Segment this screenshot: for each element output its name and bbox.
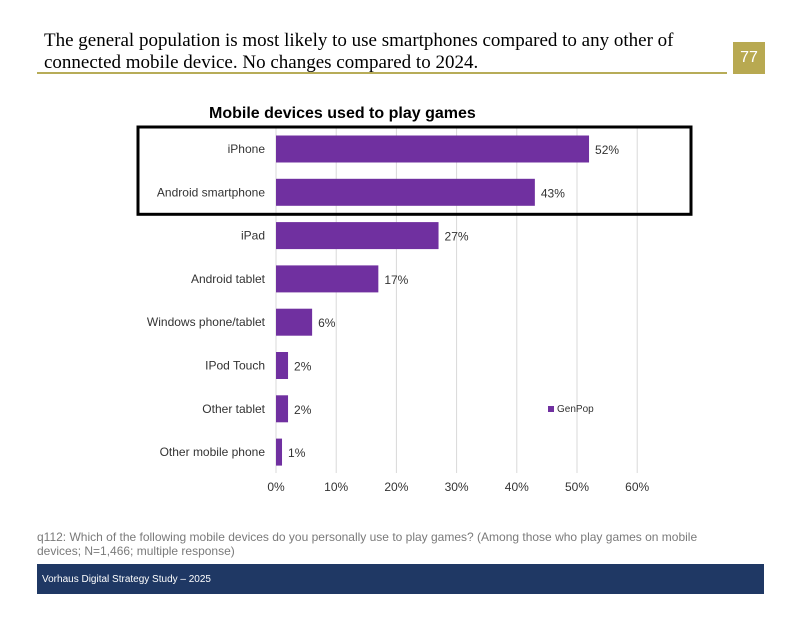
data-label: 6% [318, 316, 336, 330]
bar [276, 178, 535, 206]
category-label: IPod Touch [205, 359, 265, 373]
category-label: iPhone [228, 142, 266, 156]
category-label: Android smartphone [157, 185, 265, 199]
data-label: 52% [595, 143, 619, 157]
footer-bar: Vorhaus Digital Strategy Study – 2025 [37, 564, 764, 594]
x-tick-label: 20% [384, 480, 408, 494]
bar [276, 308, 313, 336]
x-tick-label: 60% [625, 480, 649, 494]
bar [276, 438, 283, 466]
legend-label: GenPop [557, 404, 594, 415]
x-tick-label: 50% [565, 480, 589, 494]
category-label: Other mobile phone [160, 445, 266, 459]
x-tick-label: 40% [505, 480, 529, 494]
data-label: 17% [384, 273, 408, 287]
bar [276, 352, 289, 379]
page-number-badge: 77 [733, 42, 765, 74]
footer-text: Vorhaus Digital Strategy Study – 2025 [42, 574, 211, 585]
bar [276, 222, 439, 250]
bar [276, 135, 590, 163]
x-tick-label: 10% [324, 480, 348, 494]
bar [276, 265, 379, 293]
category-label: iPad [241, 229, 265, 243]
x-tick-label: 30% [445, 480, 469, 494]
data-label: 1% [288, 446, 306, 460]
data-label: 27% [445, 230, 469, 244]
legend-swatch [548, 406, 554, 412]
data-label: 2% [294, 360, 312, 374]
footnote: q112: Which of the following mobile devi… [37, 530, 698, 558]
data-label: 43% [541, 186, 565, 200]
data-label: 2% [294, 403, 312, 417]
headline-divider [37, 72, 727, 74]
highlight-box [136, 125, 693, 216]
chart-title: Mobile devices used to play games [209, 105, 476, 122]
bar [276, 395, 289, 423]
headline: The general population is most likely to… [44, 30, 674, 73]
x-tick-label: 0% [267, 480, 285, 494]
category-label: Other tablet [202, 402, 265, 416]
category-label: Windows phone/tablet [147, 315, 266, 329]
category-label: Android tablet [191, 272, 266, 286]
